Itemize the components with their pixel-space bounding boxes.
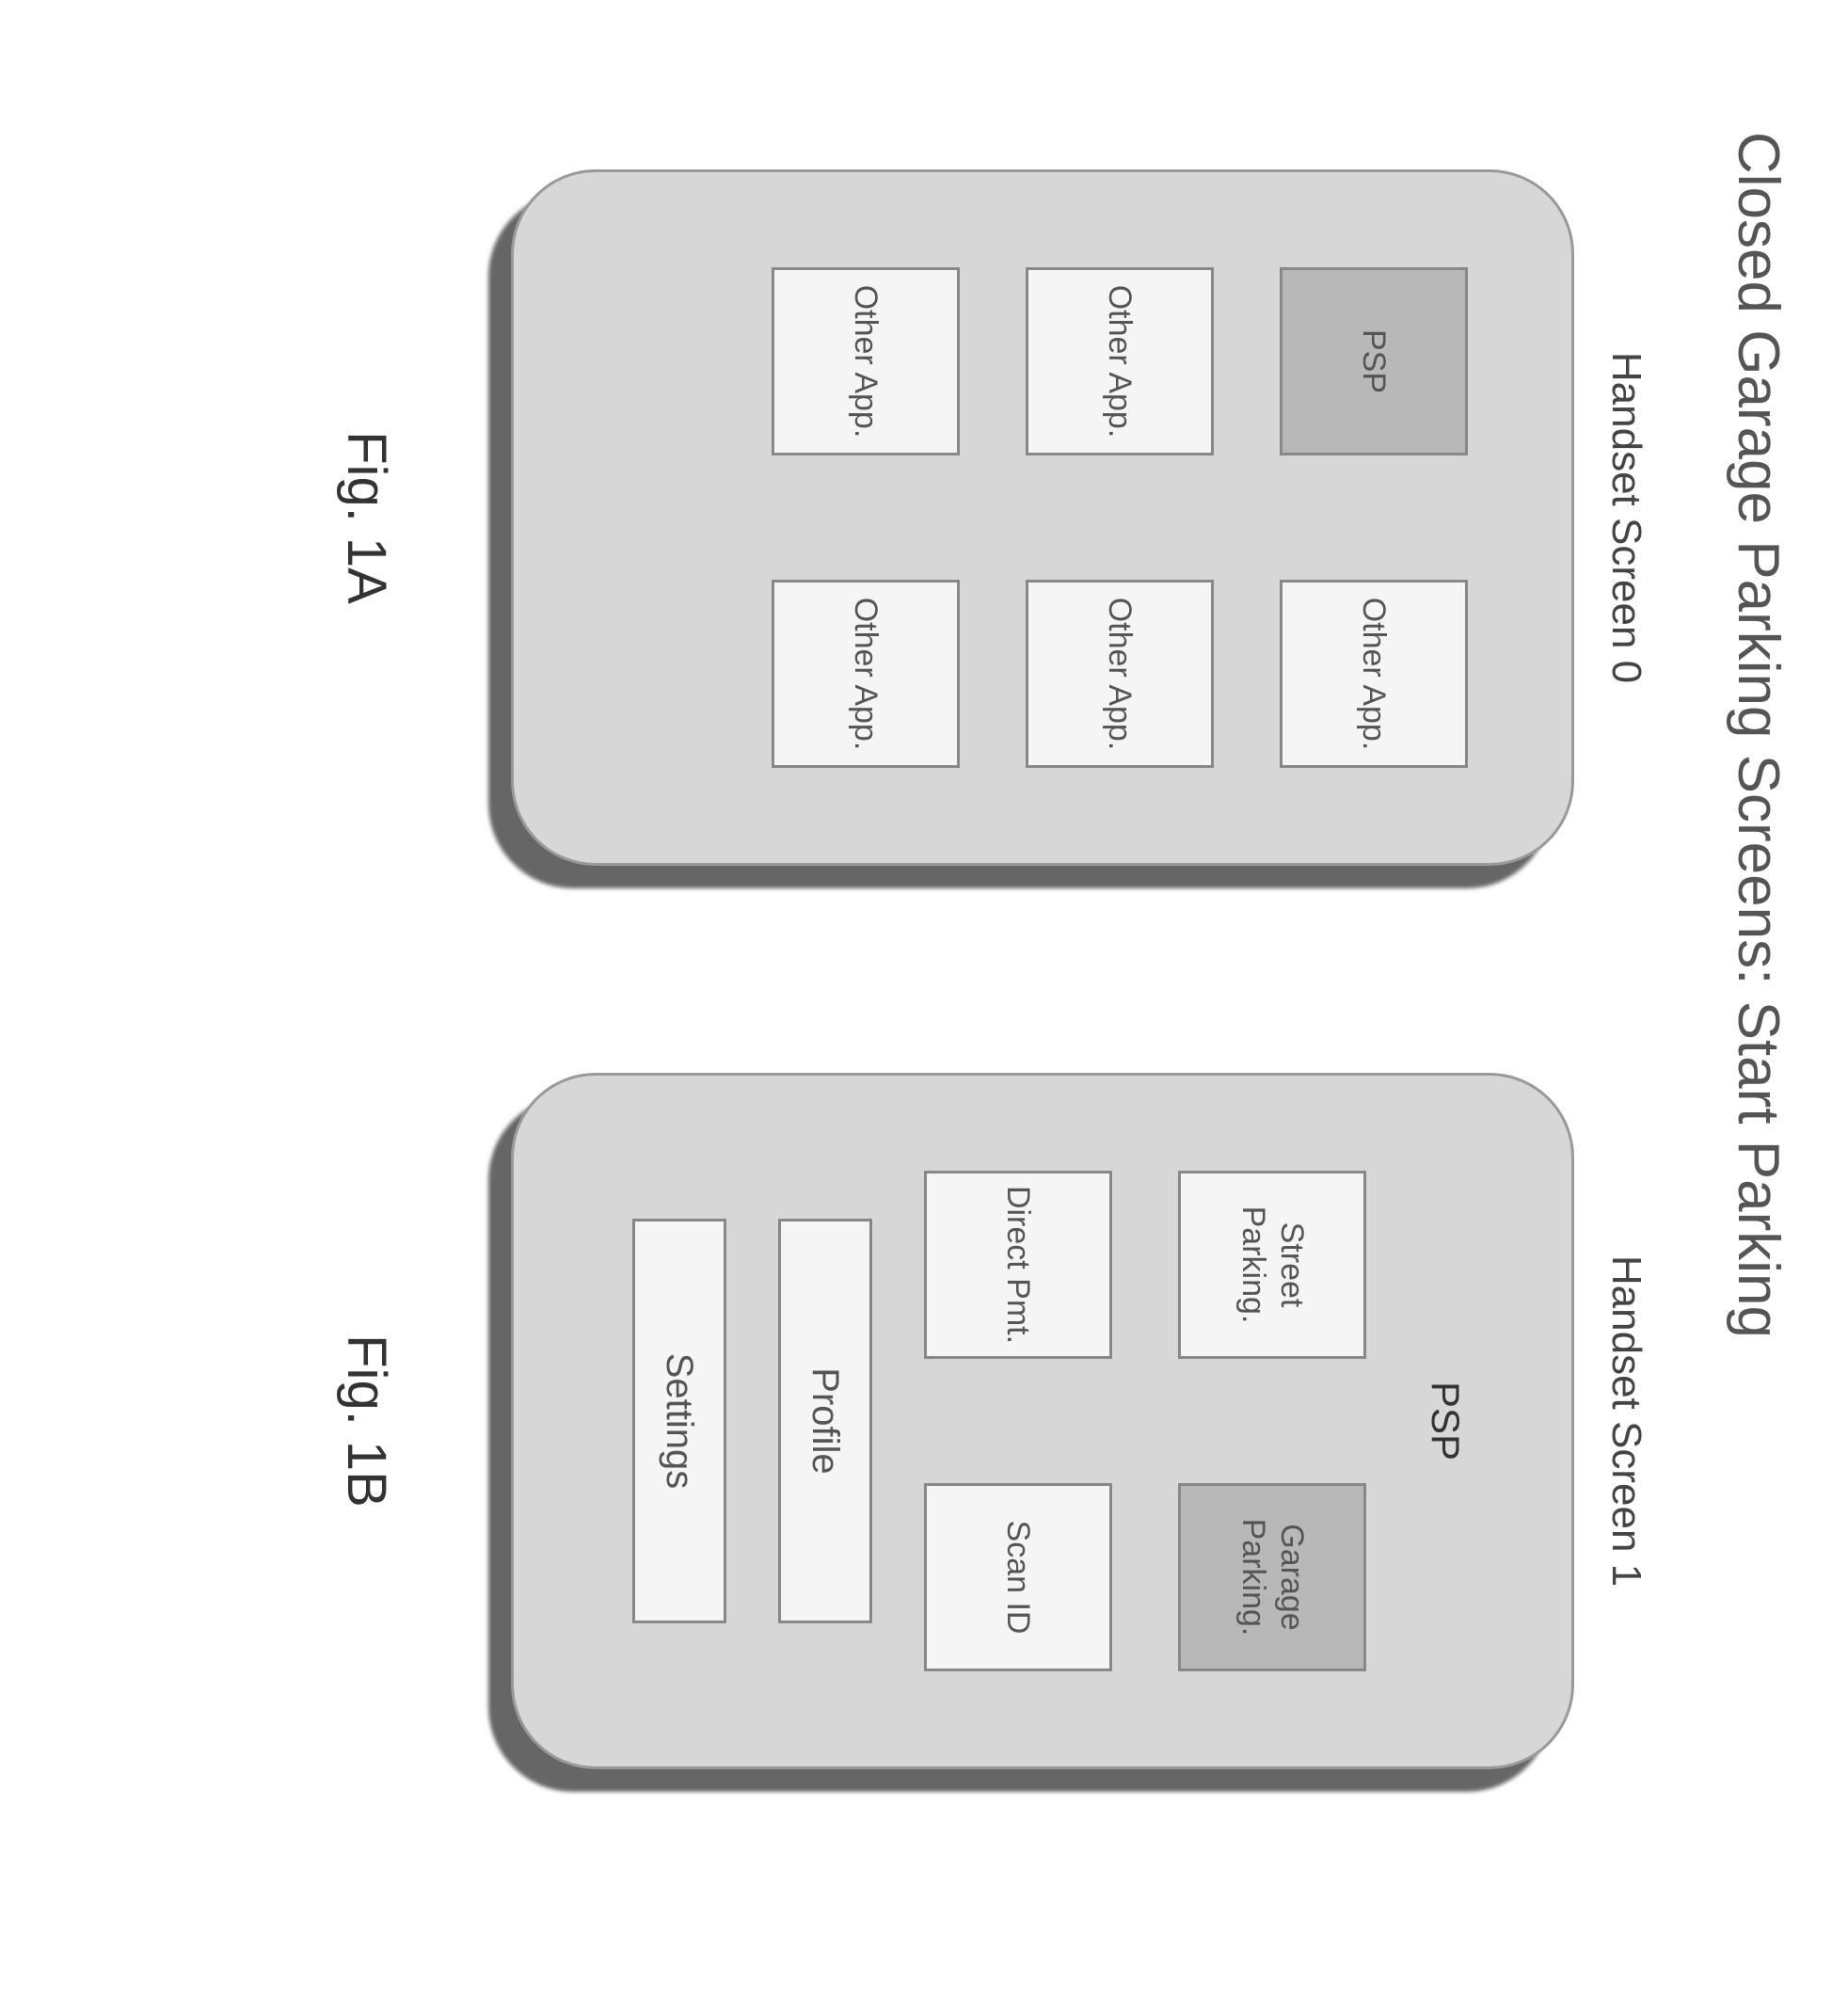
screen-1-column: Handset Screen 1 PSP Street Parking. Gar… — [335, 1073, 1649, 1769]
figure-caption-1b: Fig. 1B — [335, 1334, 398, 1508]
app-icon-other[interactable]: Other App. — [1280, 580, 1468, 768]
screen-0-label: Handset Screen 0 — [1602, 352, 1649, 683]
app-icon-other[interactable]: Other App. — [772, 267, 960, 455]
street-parking-button[interactable]: Street Parking. — [1178, 1171, 1366, 1359]
handset-0: PSP Other App. Other App. Other App. Oth… — [511, 169, 1574, 866]
screen-0-column: Handset Screen 0 PSP Other App. Other Ap… — [335, 169, 1649, 866]
handset-1: PSP Street Parking. Garage Parking. Dire… — [511, 1073, 1574, 1769]
profile-button[interactable]: Profile — [778, 1219, 872, 1623]
app-icon-other[interactable]: Other App. — [1026, 580, 1214, 768]
app-icon-psp[interactable]: PSP — [1280, 267, 1468, 455]
app-icon-other[interactable]: Other App. — [772, 580, 960, 768]
direct-pmt-button[interactable]: Direct Pmt. — [924, 1171, 1112, 1359]
handset-body: PSP Other App. Other App. Other App. Oth… — [511, 169, 1574, 866]
screens-row: Handset Screen 0 PSP Other App. Other Ap… — [335, 169, 1649, 1918]
app-grid: PSP Other App. Other App. Other App. Oth… — [772, 257, 1468, 778]
screen-1-label: Handset Screen 1 — [1602, 1255, 1649, 1587]
garage-parking-button[interactable]: Garage Parking. — [1178, 1483, 1366, 1671]
figure-caption-1a: Fig. 1A — [335, 431, 398, 604]
app-title-psp: PSP — [1423, 1381, 1468, 1461]
settings-button[interactable]: Settings — [632, 1219, 726, 1623]
handset-body: PSP Street Parking. Garage Parking. Dire… — [511, 1073, 1574, 1769]
page-title: Closed Garage Parking Screens: Start Par… — [1725, 132, 1792, 1918]
scan-id-button[interactable]: Scan ID — [924, 1483, 1112, 1671]
app-icon-other[interactable]: Other App. — [1026, 267, 1214, 455]
option-grid: Street Parking. Garage Parking. Direct P… — [924, 1160, 1366, 1682]
